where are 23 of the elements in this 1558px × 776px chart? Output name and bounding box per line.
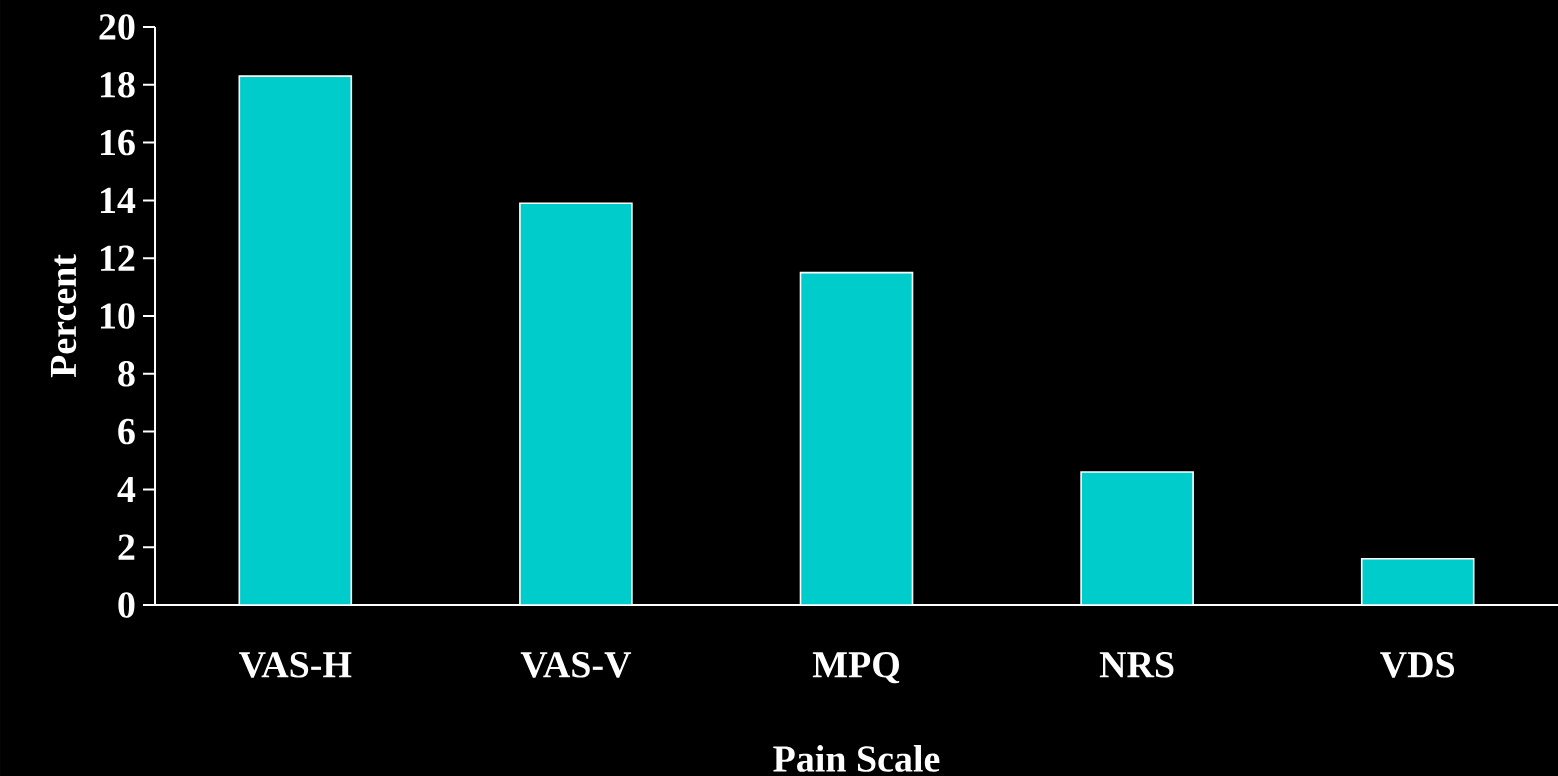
bar	[799, 271, 914, 605]
y-tick-label: 2	[118, 534, 135, 560]
bar	[519, 202, 633, 605]
bar	[1360, 557, 1475, 605]
y-tick-label: 20	[99, 14, 135, 40]
y-tick-label: 14	[100, 187, 136, 213]
x-tick-label: VDS	[1380, 652, 1455, 678]
y-tick-label: 16	[100, 129, 135, 156]
x-tick-label: MPQ	[812, 652, 900, 684]
y-tick-label: 8	[118, 360, 135, 387]
x-tick-label: NRS	[1099, 652, 1174, 678]
y-tick-label: 12	[100, 245, 135, 271]
y-tick-label: 4	[117, 476, 136, 502]
y-tick-label: 6	[118, 418, 135, 445]
bar	[238, 75, 353, 605]
y-tick-label: 10	[100, 303, 135, 329]
y-tick-label: 0	[118, 592, 135, 618]
x-tick-label: VAS-H	[239, 652, 352, 678]
bar	[1080, 471, 1194, 605]
y-tick-label: 18	[100, 72, 135, 98]
y-axis-title: Percent	[50, 254, 77, 378]
x-tick-label: VAS-V	[520, 652, 632, 678]
x-axis-title: Pain Scale	[773, 745, 940, 772]
